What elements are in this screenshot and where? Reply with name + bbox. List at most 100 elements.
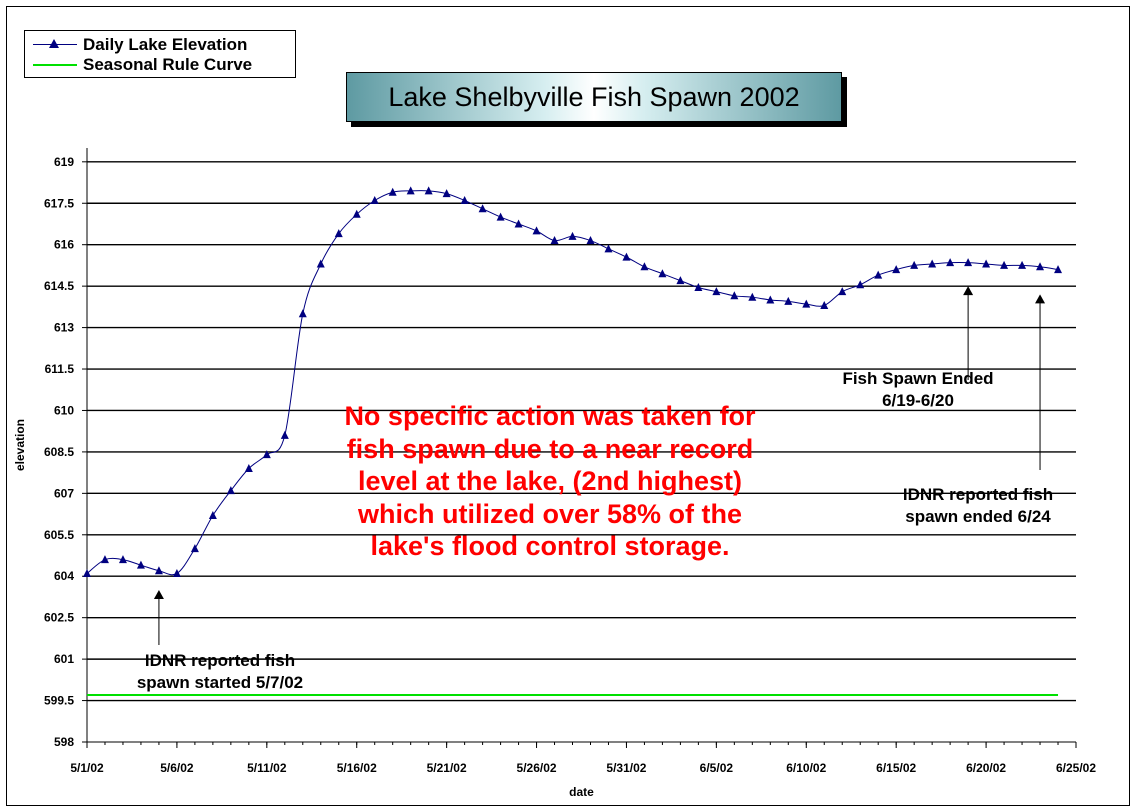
x-tick-label: 5/31/02: [606, 761, 646, 775]
data-point-marker: [1036, 262, 1045, 271]
annotation-line: Fish Spawn Ended: [842, 369, 994, 388]
data-point-marker: [676, 276, 685, 285]
chart-title-box: Lake Shelbyville Fish Spawn 2002: [346, 72, 842, 122]
data-point-marker: [568, 231, 577, 240]
y-tick-label: 611.5: [45, 362, 75, 376]
data-point-marker: [334, 229, 343, 238]
data-point-marker: [262, 450, 271, 459]
y-tick-label: 602.5: [44, 611, 74, 625]
note-line: fish spawn due to a near record: [346, 433, 754, 464]
data-point-marker: [784, 296, 793, 305]
legend-item-daily-lake-elevation: Daily Lake Elevation: [33, 35, 247, 55]
chart-note: No specific action was taken for fish sp…: [300, 400, 800, 563]
data-point-marker: [874, 270, 883, 279]
data-point-marker: [208, 510, 217, 519]
y-tick-label: 614.5: [44, 279, 74, 293]
data-point-marker: [118, 555, 127, 564]
y-tick-label: 616: [54, 238, 74, 252]
data-point-marker: [406, 186, 415, 195]
data-point-marker: [226, 486, 235, 495]
data-point-marker: [766, 295, 775, 304]
x-tick-label: 5/1/02: [70, 761, 104, 775]
x-tick-label: 6/5/02: [700, 761, 734, 775]
data-point-marker: [730, 291, 739, 300]
data-point-marker: [478, 204, 487, 213]
data-point-marker: [172, 568, 181, 577]
chart-title: Lake Shelbyville Fish Spawn 2002: [388, 81, 800, 112]
x-tick-label: 6/10/02: [786, 761, 826, 775]
data-point-marker: [424, 186, 433, 195]
legend: Daily Lake Elevation Seasonal Rule Curve: [24, 30, 296, 78]
data-point-marker: [910, 260, 919, 269]
data-point-marker: [190, 544, 199, 553]
annotation-line: spawn ended 6/24: [905, 507, 1051, 526]
x-tick-label: 6/25/02: [1056, 761, 1096, 775]
y-tick-label: 619: [54, 155, 74, 169]
legend-swatch-green-line: [33, 55, 77, 75]
data-point-marker: [370, 195, 379, 204]
legend-swatch-triangle-line: [33, 35, 77, 55]
y-tick-label: 607: [54, 486, 74, 500]
annotation-spawn-ended: Fish Spawn Ended 6/19-6/20: [800, 368, 1036, 412]
data-point-marker: [604, 244, 613, 253]
note-line: No specific action was taken for: [344, 401, 756, 431]
data-point-marker: [586, 236, 595, 245]
data-point-marker: [460, 195, 469, 204]
y-tick-label: 601: [54, 652, 74, 666]
x-tick-label: 5/6/02: [160, 761, 194, 775]
data-point-marker: [928, 259, 937, 268]
data-point-marker: [946, 258, 955, 267]
data-point-marker: [838, 287, 847, 296]
data-point-marker: [100, 555, 109, 564]
data-point-marker: [442, 189, 451, 198]
legend-label: Seasonal Rule Curve: [83, 55, 253, 74]
data-point-marker: [802, 299, 811, 308]
annotation-line: IDNR reported fish: [902, 485, 1054, 504]
data-point-marker: [640, 262, 649, 271]
data-point-marker: [1018, 260, 1027, 269]
annotation-line: 6/19-6/20: [882, 391, 954, 410]
note-line: which utilized over 58% of the: [357, 498, 743, 529]
annotation-arrow-head: [963, 286, 974, 296]
y-tick-label: 608.5: [44, 445, 74, 459]
data-point-marker: [712, 287, 721, 296]
y-tick-label: 617.5: [44, 196, 74, 210]
legend-item-seasonal-rule-curve: Seasonal Rule Curve: [33, 55, 252, 75]
y-tick-label: 599.5: [44, 694, 74, 708]
annotation-line: spawn started 5/7/02: [136, 673, 304, 692]
data-point-marker: [748, 292, 757, 301]
data-point-marker: [856, 280, 865, 289]
data-point-marker: [514, 219, 523, 228]
x-tick-label: 5/21/02: [427, 761, 467, 775]
y-tick-label: 598: [54, 735, 74, 749]
y-tick-label: 613: [54, 321, 74, 335]
data-point-marker: [496, 212, 505, 221]
data-point-marker: [550, 236, 559, 245]
y-tick-label: 605.5: [44, 528, 74, 542]
data-point-marker: [892, 265, 901, 274]
annotation-line: IDNR reported fish: [144, 651, 296, 670]
data-point-marker: [1054, 265, 1063, 274]
data-point-marker: [964, 258, 973, 267]
data-point-marker: [298, 309, 307, 318]
y-tick-label: 604: [54, 569, 74, 583]
data-point-marker: [280, 430, 289, 439]
y-tick-label: 610: [54, 403, 74, 417]
data-point-marker: [622, 252, 631, 261]
x-axis-label: date: [569, 785, 594, 799]
legend-label: Daily Lake Elevation: [83, 35, 248, 54]
data-point-marker: [244, 463, 253, 472]
annotation-spawn-start: IDNR reported fish spawn started 5/7/02: [100, 650, 340, 694]
data-point-marker: [532, 226, 541, 235]
data-point-marker: [136, 560, 145, 569]
annotation-idnr-ended: IDNR reported fish spawn ended 6/24: [860, 484, 1096, 528]
data-point-marker: [658, 269, 667, 278]
data-point-marker: [694, 283, 703, 292]
data-point-marker: [1000, 260, 1009, 269]
y-axis-label: elevation: [13, 419, 27, 471]
data-point-marker: [820, 300, 829, 309]
note-line: level at the lake, (2nd highest): [357, 466, 743, 496]
x-tick-label: 5/11/02: [247, 761, 287, 775]
data-point-marker: [388, 187, 397, 196]
